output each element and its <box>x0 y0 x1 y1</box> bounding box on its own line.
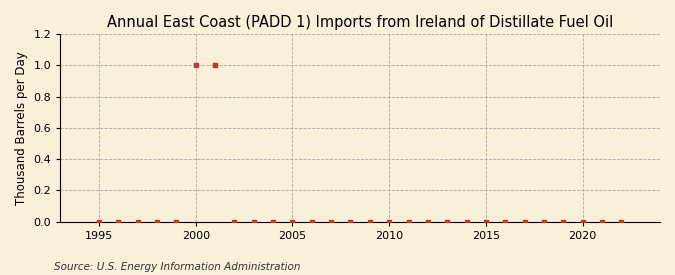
Point <box>442 219 453 224</box>
Point <box>423 219 433 224</box>
Point <box>306 219 317 224</box>
Point <box>364 219 375 224</box>
Point <box>616 219 626 224</box>
Point <box>384 219 395 224</box>
Point <box>577 219 588 224</box>
Point <box>268 219 279 224</box>
Point <box>403 219 414 224</box>
Point <box>229 219 240 224</box>
Point <box>152 219 163 224</box>
Point <box>558 219 568 224</box>
Point <box>597 219 608 224</box>
Title: Annual East Coast (PADD 1) Imports from Ireland of Distillate Fuel Oil: Annual East Coast (PADD 1) Imports from … <box>107 15 614 30</box>
Point <box>326 219 337 224</box>
Point <box>461 219 472 224</box>
Point <box>94 219 105 224</box>
Point <box>500 219 511 224</box>
Y-axis label: Thousand Barrels per Day: Thousand Barrels per Day <box>15 51 28 205</box>
Point <box>519 219 530 224</box>
Point <box>248 219 259 224</box>
Point <box>113 219 124 224</box>
Point <box>132 219 143 224</box>
Point <box>171 219 182 224</box>
Point <box>287 219 298 224</box>
Point <box>481 219 491 224</box>
Point <box>345 219 356 224</box>
Text: Source: U.S. Energy Information Administration: Source: U.S. Energy Information Administ… <box>54 262 300 272</box>
Point <box>539 219 549 224</box>
Point <box>190 63 201 67</box>
Point <box>210 63 221 67</box>
